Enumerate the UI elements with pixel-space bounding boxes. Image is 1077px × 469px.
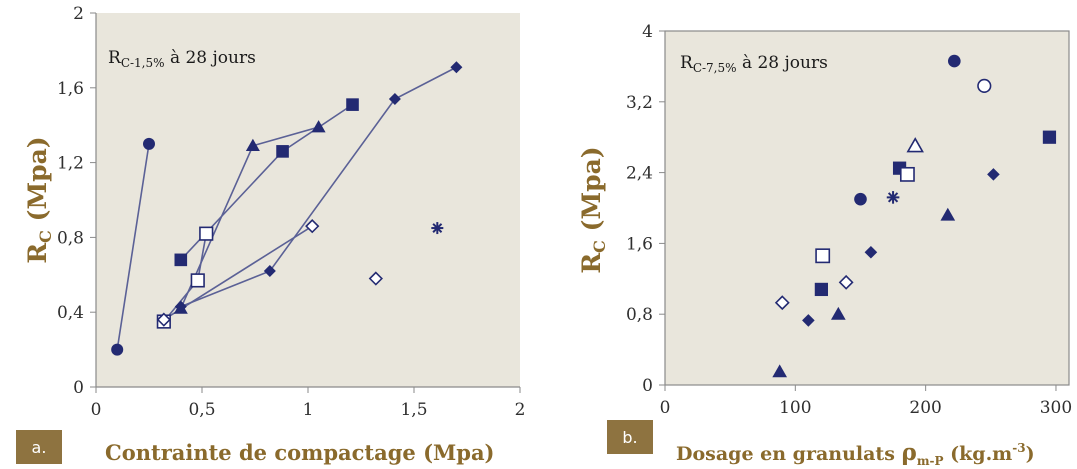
panel-b-chart: 0 100 200 300 0 0,8 1,6 2,4 3,2 4 RC-7,5% à 28 jo… — [577, 22, 1072, 468]
panel-b-point-asterisk — [886, 191, 900, 204]
panel-a-point-diamond-filled — [450, 61, 463, 74]
panel-a-point-diamond-open — [368, 271, 383, 286]
panel-b-y-tick-label: 2,4 — [626, 164, 653, 184]
panel-a-series-line — [163, 225, 313, 321]
panel-b-y-tick-label: 1,6 — [626, 234, 653, 254]
panel-a-point-triangle-filled — [245, 138, 260, 152]
panel-a-point-square-filled — [346, 98, 359, 111]
panel-a-inset-label: RC-1,5% à 28 jours — [108, 48, 256, 70]
panel-b-point-circle-filled — [854, 192, 867, 206]
panel-a-chart: 0 0,5 1 1,5 2 0 0,4 0,8 1,2 1,6 2 RC-1,5% à 28 jou… — [16, 4, 525, 465]
panel-b-point-square-filled — [814, 282, 829, 297]
panel-b-y-tick-label: 4 — [642, 22, 653, 42]
panel-a-point-square-filled — [174, 253, 188, 267]
panel-a-point-circle-filled — [143, 137, 155, 150]
panel-b-point-diamond-open — [838, 274, 854, 290]
panel-a-point-diamond-filled — [388, 93, 401, 106]
panel-a-point-diamond-filled — [263, 265, 276, 278]
panel-b-point-square-filled — [1042, 130, 1057, 144]
panel-b-ticks: 0 100 200 300 0 0,8 1,6 2,4 3,2 4 — [626, 22, 1072, 418]
panel-a-badge: a. — [16, 430, 62, 464]
panel-a-point-square-filled — [276, 145, 289, 158]
panel-b-x-axis-title: Dosage en granulats ρm-P (kg.m-3) — [676, 439, 1035, 468]
panel-a-x-axis-title: Contrainte de compactage (Mpa) — [105, 440, 495, 465]
panel-b-point-triangle-filled — [940, 207, 956, 221]
panel-b-point-circle-open — [977, 78, 992, 93]
panel-a-ticks: 0 0,5 1 1,5 2 0 0,4 0,8 1,2 1,6 2 — [57, 4, 525, 420]
panel-b-plot-area — [665, 31, 1069, 385]
panel-a-point-diamond-open — [156, 312, 171, 327]
panel-b-point-square-open — [899, 166, 915, 182]
panel-a-point-circle-filled — [111, 343, 124, 356]
panel-b-y-tick-label: 0 — [642, 376, 653, 396]
panel-a-y-axis-title: RC (Mpa) — [23, 136, 55, 263]
panel-a-x-tick-label: 2 — [515, 400, 526, 420]
panel-a-marks — [111, 61, 463, 356]
svg-text:a.: a. — [32, 438, 47, 457]
panel-a-point-asterisk — [431, 222, 444, 235]
panel-b-point-triangle-filled — [830, 306, 846, 320]
panel-a-x-tick-label: 1 — [303, 400, 314, 420]
panel-a-x-tick-label: 0 — [91, 400, 102, 420]
panel-a-point-diamond-open — [305, 219, 320, 234]
panel-a-series-line — [116, 143, 150, 350]
panel-a-x-tick-label: 0,5 — [188, 400, 215, 420]
panel-a-y-tick-label: 0,4 — [57, 303, 84, 323]
svg-text:b.: b. — [622, 428, 637, 447]
panel-a-point-diamond-filled — [174, 300, 187, 313]
panel-a-y-tick-label: 0,8 — [57, 228, 84, 248]
panel-b-inset-label: RC-7,5% à 28 jours — [680, 53, 828, 75]
panel-b-y-tick-label: 0,8 — [626, 305, 653, 325]
panel-a-point-square-open — [199, 226, 214, 241]
panel-b-x-tick-label: 300 — [1040, 398, 1072, 418]
panel-b-point-square-open — [815, 248, 831, 264]
panel-b-frame — [664, 30, 1070, 386]
panel-b-y-axis-title: RC (Mpa) — [577, 146, 609, 273]
panel-a-y-tick-label: 0 — [73, 378, 84, 398]
panel-a-x-tick-label: 1,5 — [400, 400, 427, 420]
panel-a-point-square-open — [190, 273, 205, 288]
panel-b-x-tick-label: 0 — [660, 398, 671, 418]
panel-b-badge: b. — [607, 420, 653, 454]
panel-a-point-triangle-filled — [311, 120, 326, 133]
panel-b-x-tick-label: 100 — [779, 398, 811, 418]
panel-b-point-triangle-filled — [772, 364, 788, 378]
panel-b-point-diamond-filled — [987, 168, 1000, 181]
panel-b-x-tick-label: 200 — [909, 398, 941, 418]
panel-b-point-diamond-filled — [864, 245, 878, 259]
panel-a-y-tick-label: 2 — [73, 4, 84, 24]
panel-a-series-line — [180, 66, 457, 308]
panel-b-point-triangle-open — [906, 137, 924, 153]
panel-b-point-circle-filled — [948, 54, 961, 68]
panel-b-y-tick-label: 3,2 — [626, 93, 653, 113]
panel-a-y-tick-label: 1,2 — [57, 154, 84, 174]
panel-a-y-tick-label: 1,6 — [57, 79, 84, 99]
panel-b-point-diamond-open — [774, 295, 790, 311]
panel-b-point-diamond-filled — [802, 314, 815, 327]
panel-b-marks — [772, 54, 1057, 378]
